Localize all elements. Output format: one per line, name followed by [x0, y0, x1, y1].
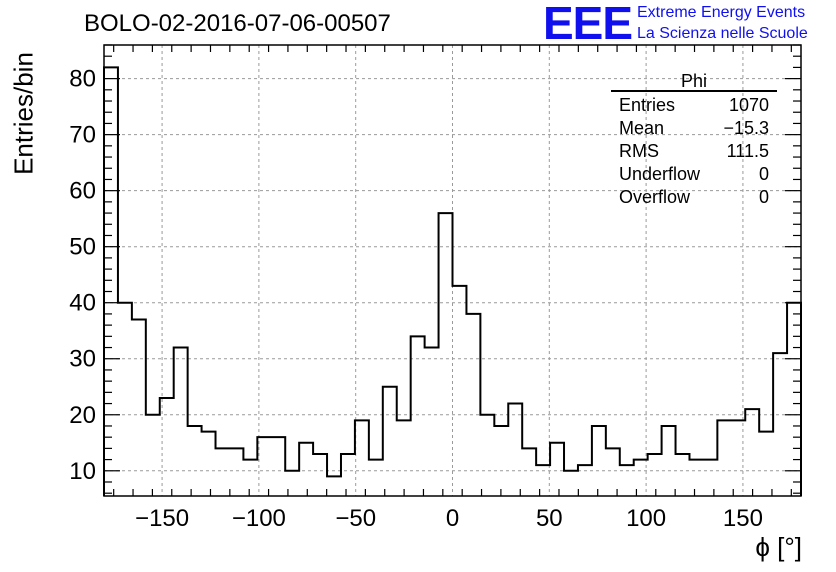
y-tick-label: 50 — [69, 234, 96, 261]
histogram-bin — [146, 415, 160, 496]
y-tick-label: 10 — [69, 458, 96, 485]
logo-line-1: Extreme Energy Events — [637, 4, 806, 21]
histogram-bin — [383, 387, 397, 496]
x-tick-label: 50 — [536, 505, 563, 532]
histogram-bin — [104, 67, 118, 496]
histogram-bin — [453, 286, 467, 496]
y-tick-label: 20 — [69, 402, 96, 429]
histogram-bin — [522, 448, 536, 496]
stats-value: −15.3 — [723, 118, 769, 138]
stats-value: 111.5 — [726, 141, 769, 161]
histogram-bin — [564, 471, 578, 496]
y-axis-label: Entries/bin — [8, 52, 39, 175]
histogram-bin — [355, 420, 369, 496]
histogram-bin — [787, 303, 801, 496]
stats-value: 0 — [758, 164, 769, 184]
histogram-bin — [536, 465, 550, 496]
stats-label: Overflow — [619, 187, 691, 207]
stats-label: Mean — [619, 118, 665, 138]
histogram-bin — [327, 476, 341, 496]
stats-box: Phi Entries 1070 Mean −15.3 RMS 111.5 Un… — [611, 69, 777, 209]
histogram-bin — [494, 426, 508, 496]
stats-label: RMS — [619, 141, 659, 161]
x-tick-label: 100 — [626, 505, 666, 532]
stats-row-overflow: Overflow 0 — [611, 186, 777, 209]
chart-title: BOLO-02-2016-07-06-00507 — [84, 10, 391, 37]
stats-label: Entries — [619, 95, 676, 115]
histogram-bin — [689, 460, 703, 496]
histogram-bin — [578, 465, 592, 496]
histogram-bin — [369, 460, 383, 496]
stats-title: Phi — [611, 69, 777, 92]
y-tick-label: 60 — [69, 178, 96, 205]
x-tick-label: 150 — [723, 505, 763, 532]
stats-row-mean: Mean −15.3 — [611, 117, 777, 140]
histogram-bin — [439, 213, 453, 496]
y-tick-label: 80 — [69, 66, 96, 93]
histogram-bin — [703, 460, 717, 496]
x-tick-label: −150 — [135, 505, 189, 532]
y-tick-label: 40 — [69, 290, 96, 317]
x-tick-labels: −150 −100 −50 0 50 100 150 — [135, 505, 763, 532]
stats-value: 0 — [758, 187, 769, 207]
histogram-bin — [174, 348, 188, 496]
histogram-bin — [466, 314, 480, 496]
histogram-bin — [341, 454, 355, 496]
histogram-bin — [745, 409, 759, 496]
histogram-bin — [620, 465, 634, 496]
axis-ticks — [104, 44, 801, 496]
histogram-bin — [606, 448, 620, 496]
histogram-bin — [299, 443, 313, 496]
histogram-bin — [271, 437, 285, 496]
histogram-bin — [425, 348, 439, 496]
histogram-bin — [759, 432, 773, 496]
stats-row-rms: RMS 111.5 — [611, 140, 777, 163]
stats-label: Underflow — [619, 164, 701, 184]
histogram-bin — [676, 454, 690, 496]
histogram-bin — [480, 415, 494, 496]
histogram-bin — [243, 460, 257, 496]
histogram-bin — [648, 454, 662, 496]
histogram-bin — [132, 320, 146, 496]
y-tick-label: 70 — [69, 122, 96, 149]
plot-frame — [103, 44, 802, 497]
histogram-bin — [717, 420, 731, 496]
histogram-bin — [662, 426, 676, 496]
y-tick-label: 30 — [69, 346, 96, 373]
histogram-bin — [188, 426, 202, 496]
histogram-bin — [397, 420, 411, 496]
histogram-outline — [103, 66, 802, 496]
histogram-bin — [202, 432, 216, 496]
histogram-bin — [592, 426, 606, 496]
histogram-bin — [313, 454, 327, 496]
histogram-bin — [118, 303, 132, 496]
stats-row-entries: Entries 1070 — [611, 94, 777, 117]
x-tick-label: −100 — [232, 505, 286, 532]
y-tick-labels: 10 20 30 40 50 60 70 80 — [69, 66, 96, 485]
histogram-bin — [216, 448, 230, 496]
histogram-bin — [550, 443, 564, 496]
eee-logo: EEE — [543, 0, 633, 49]
logo-line-2: La Scienza nelle Scuole — [637, 25, 808, 42]
histogram-bin — [257, 437, 271, 496]
x-tick-label: −50 — [335, 505, 376, 532]
x-tick-label: 0 — [446, 505, 459, 532]
histogram-bin — [508, 404, 522, 496]
stats-value: 1070 — [728, 95, 769, 115]
histogram-bin — [634, 460, 648, 496]
x-axis-label: ϕ [°] — [755, 532, 802, 562]
stats-row-underflow: Underflow 0 — [611, 163, 777, 186]
histogram-bin — [411, 336, 425, 496]
histogram-bin — [229, 448, 243, 496]
histogram-bin — [285, 471, 299, 496]
histogram-bin — [773, 353, 787, 496]
